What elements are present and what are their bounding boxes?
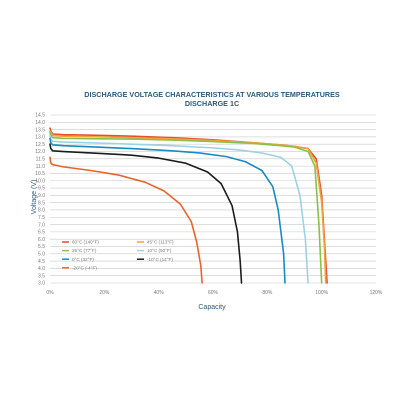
y-tick-label: 11.0	[36, 164, 46, 170]
x-tick-label: 20%	[99, 290, 110, 296]
series-line-5	[49, 143, 243, 284]
y-tick-label: 9.0	[38, 193, 45, 199]
y-tick-label: 14.5	[35, 113, 45, 119]
grid-lines	[50, 114, 376, 284]
x-axis-ticks: 0% 20% 40% 60% 80% 100% 120%	[46, 290, 383, 296]
x-tick-label: 60%	[208, 290, 219, 296]
y-tick-label: 7.5	[38, 215, 45, 221]
y-tick-label: 3.0	[38, 281, 45, 287]
legend-label: 45°C (113°F)	[147, 240, 174, 245]
x-tick-label: 0%	[46, 290, 54, 296]
series-line-1	[49, 130, 327, 284]
series-line-6	[49, 156, 203, 284]
y-tick-label: 8.5	[38, 200, 45, 206]
series-line-2	[49, 131, 323, 284]
y-tick-label: 5.5	[38, 244, 45, 250]
legend-label: 25°C (77°F)	[72, 248, 97, 253]
y-tick-label: 4.0	[38, 266, 45, 272]
legend-label: -10°C (14°F)	[147, 257, 173, 262]
y-tick-label: 6.5	[38, 230, 45, 236]
chart-subtitle: DISCHARGE 1C	[185, 99, 239, 108]
series-line-4	[49, 137, 286, 284]
legend-label: -20°C (-4°F)	[72, 265, 97, 270]
series-line-3	[49, 134, 309, 284]
y-tick-label: 12.5	[35, 142, 45, 148]
y-tick-label: 11.5	[36, 157, 46, 163]
y-tick-label: 8.0	[38, 208, 45, 214]
x-tick-label: 100%	[315, 290, 328, 296]
legend-label: 0°C (32°F)	[72, 257, 94, 262]
y-axis-label: Voltage (V)	[31, 180, 38, 215]
x-tick-label: 120%	[370, 290, 383, 296]
y-tick-label: 4.5	[38, 259, 45, 265]
y-tick-label: 10.5	[35, 171, 45, 177]
y-axis-ticks: 3.0 3.54.04.5 5.05.56.06.5 7.07.58.0 8.59.09…	[35, 113, 45, 287]
y-tick-label: 3.5	[38, 273, 45, 279]
legend: 60°C (140°F) 45°C (113°F) 25°C (77°F) 10°C …	[62, 240, 174, 270]
y-tick-label: 7.0	[38, 222, 45, 228]
y-tick-label: 12.0	[35, 149, 45, 155]
y-tick-label: 14.0	[35, 120, 45, 126]
y-tick-label: 9.5	[38, 186, 45, 192]
legend-label: 60°C (140°F)	[72, 240, 99, 245]
y-tick-label: 10.0	[35, 178, 45, 184]
x-tick-label: 40%	[154, 290, 165, 296]
legend-label: 10°C (50°F)	[147, 248, 172, 253]
x-tick-label: 80%	[262, 290, 273, 296]
x-axis-label: Capacity	[198, 304, 226, 311]
y-tick-label: 5.0	[38, 251, 45, 257]
chart-title: DISCHARGE VOLTAGE CHARACTERISTICS AT VAR…	[84, 90, 340, 99]
series-lines	[49, 127, 328, 284]
y-tick-label: 13.0	[35, 135, 45, 141]
y-tick-label: 13.5	[35, 127, 45, 133]
y-tick-label: 6.0	[38, 237, 45, 243]
